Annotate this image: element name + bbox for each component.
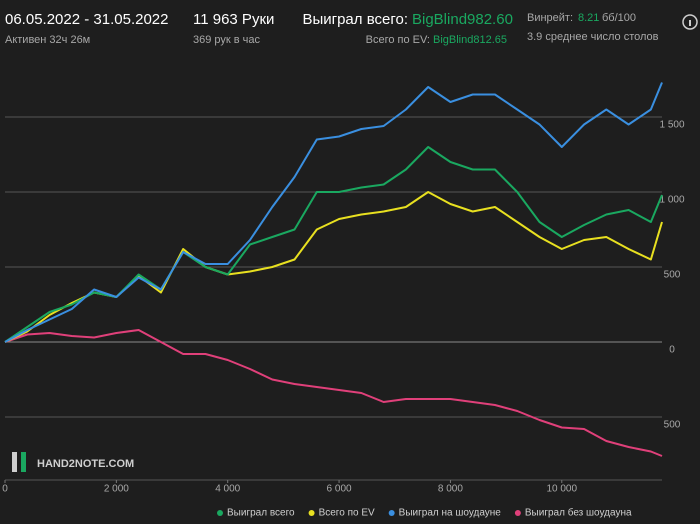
x-tick-label: 4 000 [215,484,240,495]
y-tick-label: 500 [664,270,681,281]
info-icon-bar [689,20,691,26]
won-label: Выиграл всего: [302,11,408,28]
legend-marker [308,510,315,516]
legend-marker [388,510,395,516]
legend-label: Выиграл всего [227,508,295,519]
y-tick-label: 500 [664,420,681,431]
logo-icon [21,452,26,472]
tables: 3.9 среднее число столов [527,31,659,43]
x-tick-label: 0 [2,484,8,495]
date-range: 06.05.2022 - 31.05.2022 [5,11,168,28]
legend-label: Всего по EV [319,508,375,519]
legend-marker [217,510,223,516]
y-tick-label: 1 500 [659,120,684,131]
y-tick-label: 1 000 [659,195,684,206]
x-tick-label: 2 000 [104,484,129,495]
ev-label: Всего по EV: [366,34,430,46]
ev-value: BigBlind812.65 [433,34,507,46]
series-line [4,329,663,457]
hands-per-hour: 369 рук в час [193,34,261,46]
hands: 11 963 Руки [193,11,274,28]
legend-marker [514,510,521,516]
series-line [4,82,663,343]
y-tick-label: 0 [669,345,675,356]
legend-label: Выиграл без шоудауна [525,507,632,519]
logo-icon [12,452,17,472]
x-tick-label: 6 000 [327,484,352,495]
logo: HAND2NOTE.COM [37,458,134,470]
won-value: BigBlind982.60 [412,11,513,28]
winrate-label: Винрейт: [527,12,573,24]
legend-label: Выиграл на шоудауне [399,508,502,519]
active-time: Активен 32ч 26м [5,34,90,46]
x-tick-label: 10 000 [546,484,577,495]
winrate-unit: бб/100 [602,12,636,24]
winrate-value: 8.21 [578,12,599,24]
x-tick-label: 8 000 [438,484,463,495]
info-icon[interactable] [682,14,698,30]
